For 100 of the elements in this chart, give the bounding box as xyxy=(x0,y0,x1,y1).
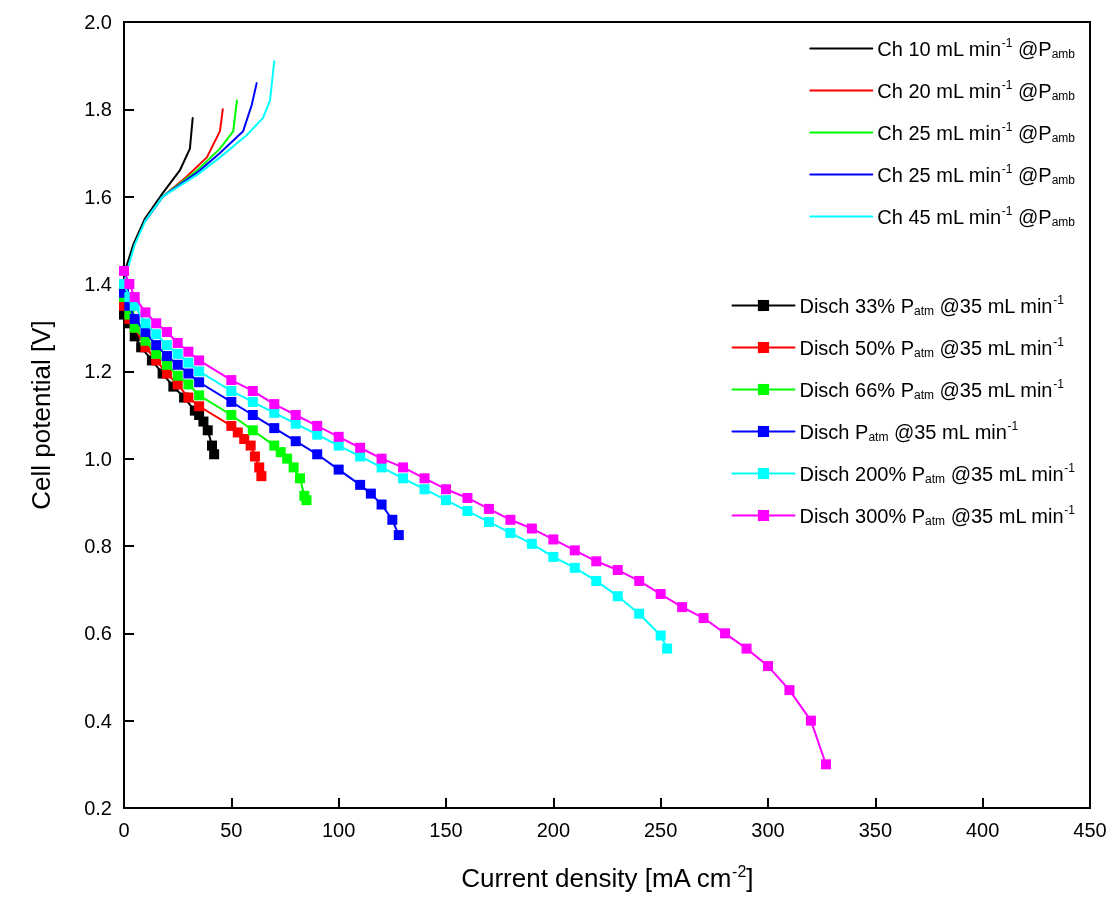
x-tick-label: 50 xyxy=(220,819,243,841)
point xyxy=(387,514,398,525)
point xyxy=(202,425,213,436)
point xyxy=(119,265,129,276)
point xyxy=(591,575,602,586)
y-tick-label: 1.0 xyxy=(84,447,112,470)
point xyxy=(612,591,623,602)
point xyxy=(805,715,816,726)
point xyxy=(698,613,709,624)
point xyxy=(161,359,172,370)
point xyxy=(140,307,151,318)
point xyxy=(247,410,258,420)
point xyxy=(172,359,183,370)
point xyxy=(462,492,473,503)
point xyxy=(161,351,172,362)
point xyxy=(398,462,409,473)
point xyxy=(662,643,673,654)
point xyxy=(129,313,140,324)
y-tick-label: 1.8 xyxy=(84,98,112,121)
point xyxy=(355,442,366,453)
point xyxy=(720,628,731,639)
point xyxy=(655,589,666,600)
y-tick-label: 0.2 xyxy=(84,797,112,819)
point xyxy=(333,431,344,442)
point xyxy=(183,357,194,368)
point xyxy=(247,385,258,396)
point xyxy=(151,329,162,340)
y-tick-label: 1.4 xyxy=(84,273,112,295)
point xyxy=(655,630,666,641)
point xyxy=(183,368,194,379)
point xyxy=(194,377,205,388)
point xyxy=(194,366,205,377)
point xyxy=(784,685,795,696)
point xyxy=(269,407,280,418)
point xyxy=(209,449,220,460)
point xyxy=(172,348,183,359)
point xyxy=(376,499,387,510)
point xyxy=(462,506,473,517)
point xyxy=(376,453,387,464)
y-tick-label: 1.6 xyxy=(84,185,112,208)
point xyxy=(269,423,280,434)
y-tick-label: 2.0 xyxy=(84,11,112,33)
point xyxy=(161,327,172,338)
point xyxy=(741,643,752,654)
point xyxy=(419,473,430,484)
point xyxy=(333,464,344,475)
point xyxy=(419,484,430,495)
point xyxy=(151,340,162,351)
x-tick-label: 100 xyxy=(321,819,356,841)
point xyxy=(441,484,451,495)
point xyxy=(526,538,537,549)
point xyxy=(290,436,301,447)
point xyxy=(226,385,237,396)
point xyxy=(288,462,299,473)
point xyxy=(194,401,205,412)
point xyxy=(612,565,623,576)
point xyxy=(526,523,537,534)
point xyxy=(194,355,205,366)
point xyxy=(398,473,409,484)
point xyxy=(124,279,135,289)
point xyxy=(505,527,516,538)
point xyxy=(256,471,267,482)
point xyxy=(634,608,645,619)
point xyxy=(677,602,688,613)
point xyxy=(194,390,205,401)
y-tick-label: 0.8 xyxy=(84,535,112,557)
point xyxy=(254,462,265,473)
point xyxy=(634,575,645,586)
point xyxy=(569,545,580,556)
point xyxy=(183,346,194,357)
point xyxy=(226,375,237,386)
y-axis-title: Cell potential [V] xyxy=(26,320,56,510)
point xyxy=(548,534,559,545)
x-tick-label: 400 xyxy=(965,819,1000,841)
point xyxy=(312,420,323,431)
point xyxy=(226,396,237,407)
point xyxy=(483,503,494,514)
point xyxy=(249,451,260,462)
point xyxy=(441,495,451,506)
point xyxy=(172,370,183,381)
point xyxy=(312,429,323,440)
point xyxy=(290,410,301,420)
point xyxy=(483,516,494,527)
x-tick-label: 300 xyxy=(751,819,785,841)
point xyxy=(140,318,151,329)
point xyxy=(183,379,194,390)
point xyxy=(282,453,293,464)
x-tick-label: 450 xyxy=(1073,819,1107,841)
x-tick-label: 250 xyxy=(643,819,678,841)
y-tick-label: 0.4 xyxy=(84,709,112,732)
point xyxy=(295,473,306,484)
x-tick-label: 200 xyxy=(536,819,571,841)
x-tick-label: 350 xyxy=(858,819,893,841)
point xyxy=(269,399,280,410)
point xyxy=(183,392,194,403)
point xyxy=(161,340,172,351)
point xyxy=(312,449,323,460)
point xyxy=(393,530,404,541)
point xyxy=(151,318,162,329)
point xyxy=(591,556,602,567)
